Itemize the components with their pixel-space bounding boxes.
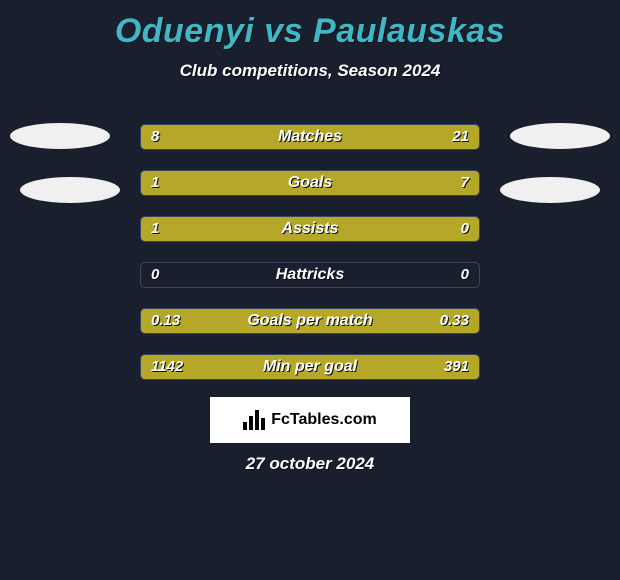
watermark-badge: FcTables.com — [210, 397, 410, 443]
stat-row: 1142391Min per goal — [140, 354, 480, 380]
page-title: Oduenyi vs Paulauskas — [0, 0, 620, 51]
stat-rows: 821Matches 17Goals 10Assists 00Hattricks 0.1… — [140, 124, 480, 400]
stat-row: 10Assists — [140, 216, 480, 242]
player-left-badge-1 — [10, 123, 110, 149]
subtitle: Club competitions, Season 2024 — [0, 61, 620, 81]
player-right-badge-1 — [510, 123, 610, 149]
stat-label: Goals — [141, 171, 479, 195]
watermark-text: FcTables.com — [271, 411, 377, 429]
stat-label: Assists — [141, 217, 479, 241]
stat-label: Goals per match — [141, 309, 479, 333]
player-right-badge-2 — [500, 177, 600, 203]
stat-row: 821Matches — [140, 124, 480, 150]
stat-label: Min per goal — [141, 355, 479, 379]
comparison-infographic: Oduenyi vs Paulauskas Club competitions,… — [0, 0, 620, 580]
player-left-badge-2 — [20, 177, 120, 203]
stat-row: 00Hattricks — [140, 262, 480, 288]
footer-date: 27 october 2024 — [0, 454, 620, 474]
stat-label: Hattricks — [141, 263, 479, 287]
bar-chart-icon — [243, 410, 265, 430]
stat-label: Matches — [141, 125, 479, 149]
stat-row: 17Goals — [140, 170, 480, 196]
stat-row: 0.130.33Goals per match — [140, 308, 480, 334]
